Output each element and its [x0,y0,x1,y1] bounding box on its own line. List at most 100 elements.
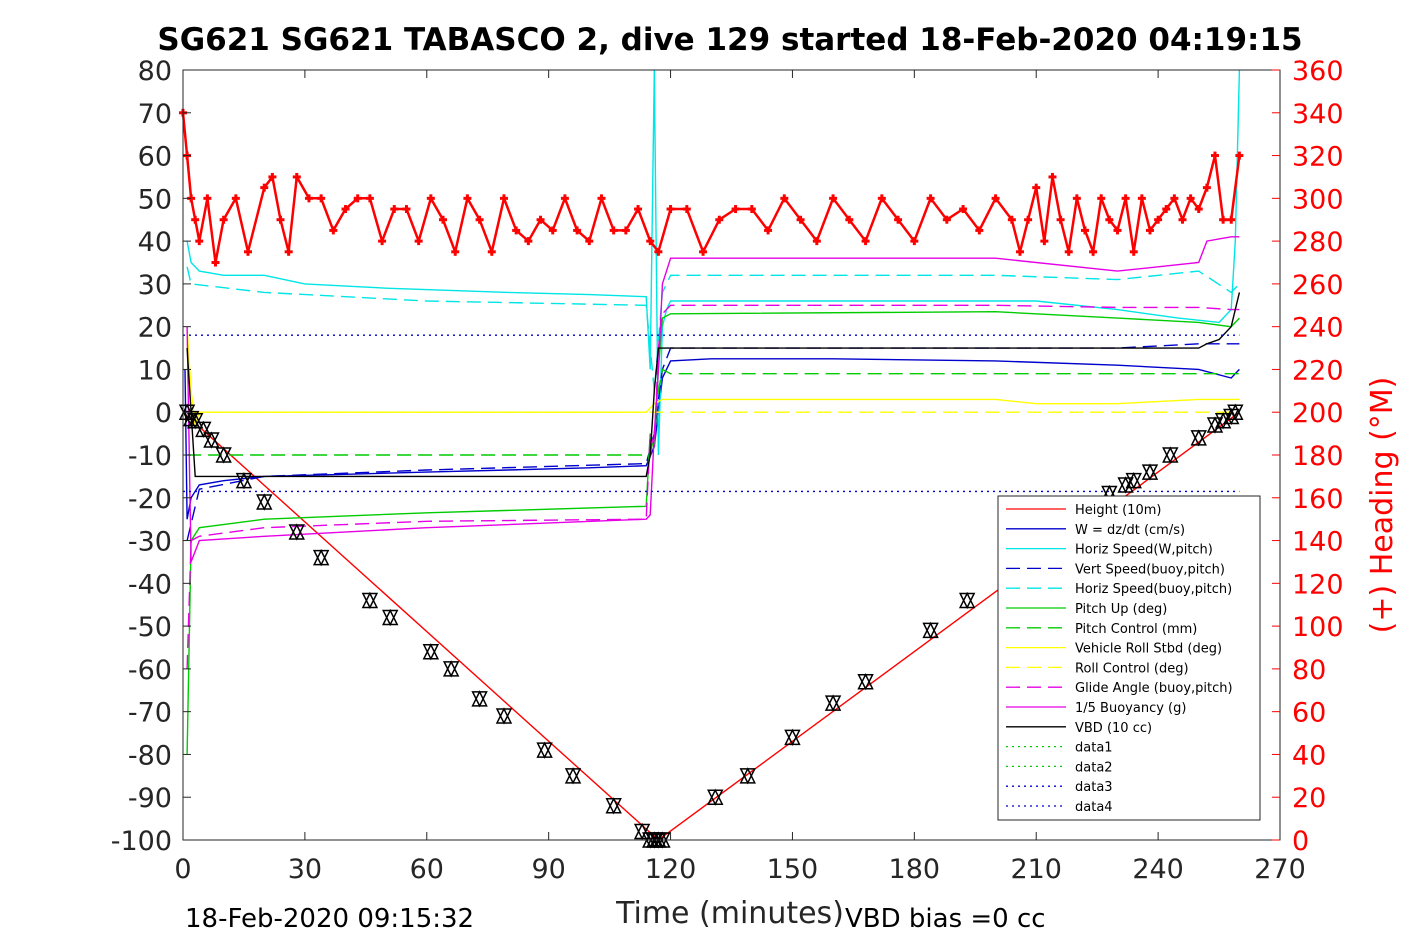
right-tick-label: 100 [1292,612,1344,643]
depth-marker [784,728,801,747]
y-axis-ticks: 80 70 60 50 40 30 20 10 0 -10 -20 -30 -40 -50 -60 -70 -8… [111,56,191,857]
depth-marker [536,741,553,759]
depth-marker [288,523,305,541]
depth-marker [182,409,200,428]
chart-title: SG621 SG621 TABASCO 2, dive 129 started … [157,22,1302,58]
x-tick-label: 60 [410,854,444,885]
legend-label: Roll Control (deg) [1075,661,1189,676]
legend-label: Height (10m) [1075,503,1161,518]
legend-label: VBD (10 cc) [1075,721,1152,736]
y-tick-label: -50 [128,612,172,643]
legend-label: Pitch Up (deg) [1075,602,1167,617]
depth-marker [256,493,273,511]
legend-label: Vehicle Roll Stbd (deg) [1075,642,1222,657]
right-tick-label: 200 [1292,398,1344,429]
y-tick-label: 80 [138,56,172,87]
depth-marker [203,431,220,449]
depth-marker [739,767,756,785]
right-tick-label: 260 [1292,270,1344,301]
heading-trace [181,112,1241,263]
depth-marker [1227,403,1244,421]
y-tick-label: -90 [128,783,172,814]
depth-marker [1162,446,1179,464]
depth-marker [381,608,399,627]
depth-marker [857,673,874,691]
depth-marker [215,446,232,464]
x-tick-label: 120 [645,854,697,885]
depth-marker [564,767,582,785]
legend: Height (10m) W = dz/dt (cm/s) Horiz Speed(… [997,495,1261,821]
y-tick-label: 0 [155,398,172,429]
depth-marker [1190,429,1207,447]
series-line-2 [186,69,1241,456]
depth-marker [471,690,488,708]
right-tick-label: 60 [1292,698,1326,729]
y-tick-label: -100 [111,826,172,857]
depth-marker [312,548,330,567]
plot-area [178,69,1281,849]
y-tick-label: -40 [128,569,172,600]
y-tick-label: -30 [128,527,172,558]
y-tick-label: -20 [128,484,172,515]
depth-marker [707,788,724,806]
right-tick-label: 280 [1292,227,1344,258]
right-tick-label: 320 [1292,142,1344,173]
right-tick-label: 80 [1292,655,1326,686]
right-tick-label: 360 [1292,56,1344,87]
series-line-3 [186,343,1240,541]
y-tick-label: -60 [128,655,172,686]
depth-marker [922,621,939,640]
x-axis-label: Time (minutes) [615,896,844,931]
legend-label: W = dz/dt (cm/s) [1075,523,1185,538]
x-tick-label: 30 [288,854,322,885]
y-tick-label: 60 [138,142,172,173]
legend-label: data3 [1075,780,1113,795]
legend-label: Glide Angle (buoy,pitch) [1075,681,1233,696]
y-tick-label: 30 [138,270,172,301]
depth-marker [422,643,440,661]
depth-marker [958,591,976,610]
y-tick-label: -70 [128,698,172,729]
right-tick-label: 120 [1292,569,1344,600]
legend-label: 1/5 Buoyancy (g) [1075,701,1186,716]
y-tick-label: -10 [128,441,172,472]
y-tick-label: 70 [138,99,172,130]
right-tick-label: 340 [1292,99,1344,130]
legend-label: data4 [1075,800,1113,815]
y-tick-label: 10 [138,355,172,386]
right-tick-label: 240 [1292,313,1344,344]
legend-label: Vert Speed(buoy,pitch) [1075,562,1225,577]
x-tick-label: 150 [767,854,819,885]
depth-marker [495,707,513,725]
x-tick-label: 210 [1010,854,1062,885]
legend-label: Horiz Speed(W,pitch) [1075,543,1213,558]
legend-label: data2 [1075,760,1113,775]
x-tick-label: 0 [174,854,191,885]
series-line-9 [186,304,1240,669]
right-tick-label: 220 [1292,355,1344,386]
depth-marker [1117,476,1134,494]
y-tick-label: 40 [138,227,172,258]
legend-label: data1 [1075,741,1113,756]
series-line-11 [186,292,1241,478]
right-tick-label: 300 [1292,184,1344,215]
depth-marker [361,591,379,610]
depth-marker [235,471,253,490]
right-axis-label: (+) Heading (°M) [1365,377,1400,634]
footer-vbd-bias: VBD bias =0 cc [845,904,1046,934]
depth-marker [1141,463,1159,481]
depth-marker [186,412,204,430]
right-axis-ticks: 3603403203002802602402202001801601401201… [1272,56,1344,857]
heading-layer [179,108,1244,267]
depth-marker [1214,412,1232,430]
legend-label: Pitch Control (mm) [1075,622,1197,637]
right-tick-label: 180 [1292,441,1344,472]
right-tick-label: 40 [1292,740,1326,771]
depth-marker [442,660,460,678]
right-tick-label: 0 [1292,826,1309,857]
right-tick-label: 140 [1292,527,1344,558]
legend-label: Horiz Speed(buoy,pitch) [1075,582,1232,597]
x-tick-label: 270 [1254,854,1306,885]
series-line-1 [184,358,1240,520]
